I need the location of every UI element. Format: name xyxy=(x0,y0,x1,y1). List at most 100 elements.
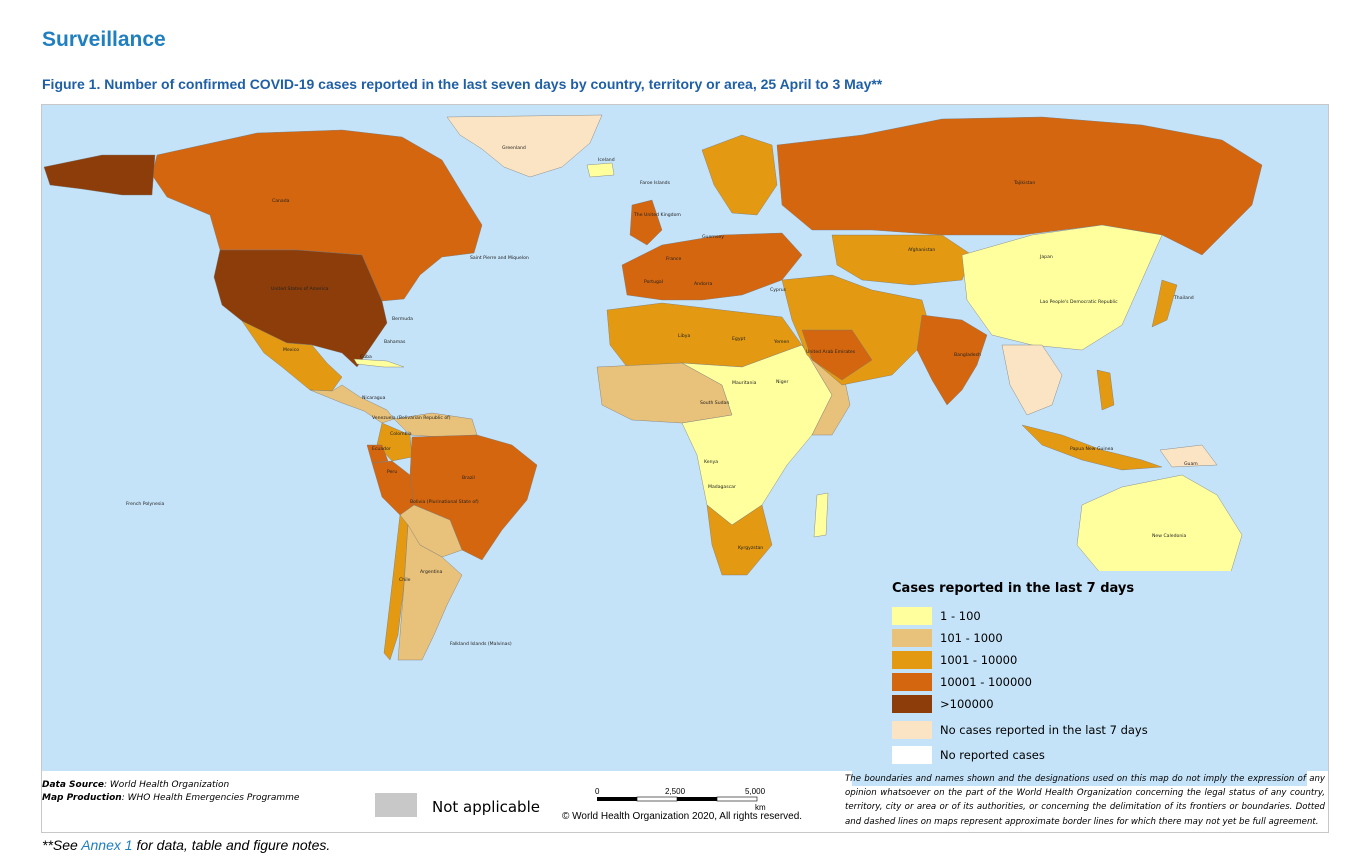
footnote: **See Annex 1 for data, table and figure… xyxy=(42,837,330,853)
region-japan xyxy=(1151,279,1178,328)
not-applicable-label: Not applicable xyxy=(432,798,540,816)
not-applicable-swatch xyxy=(375,793,417,817)
legend-title: Cases reported in the last 7 days xyxy=(892,581,1135,596)
map-label: Niger xyxy=(776,379,788,385)
map-label: Ecuador xyxy=(372,446,391,452)
map-label: Argentina xyxy=(420,569,443,575)
map-credits: Data Source: World Health Organization M… xyxy=(42,779,299,805)
map-label: Brazil xyxy=(462,475,475,481)
footnote-suffix: for data, table and figure notes. xyxy=(132,837,331,853)
scale-tick-label: 0 xyxy=(595,787,600,796)
map-production-label: Map Production xyxy=(42,793,122,803)
map-label: Kyrgyzstan xyxy=(738,545,763,551)
legend-swatch xyxy=(892,651,932,669)
map-label: Peru xyxy=(387,469,397,475)
scale-segment xyxy=(597,797,637,801)
map-label: Greenland xyxy=(502,145,526,151)
map-label: Mexico xyxy=(283,347,299,353)
map-label: Nicaragua xyxy=(362,395,386,401)
legend-swatch xyxy=(892,721,932,739)
map-label: Japan xyxy=(1039,254,1053,260)
scale-segment xyxy=(716,796,758,802)
legend-item: No cases reported in the last 7 days xyxy=(892,721,1148,739)
map-label: Bahamas xyxy=(384,339,406,345)
region-brazil xyxy=(409,434,538,561)
map-label: Lao People's Democratic Republic xyxy=(1040,299,1118,305)
legend-item: 1001 - 10000 xyxy=(892,651,1017,669)
legend: Cases reported in the last 7 days 1 - 10… xyxy=(852,571,1307,786)
map-label: New Caledonia xyxy=(1152,533,1187,539)
region-usa xyxy=(213,249,388,368)
map-label: South Sudan xyxy=(700,400,729,406)
region-philippines xyxy=(1096,369,1115,411)
map-label: Mauritania xyxy=(732,380,757,386)
map-label: Egypt xyxy=(732,336,745,342)
legend-item: >100000 xyxy=(892,695,994,713)
figure-title: Figure 1. Number of confirmed COVID-19 c… xyxy=(42,76,883,92)
map-label: Afghanistan xyxy=(908,247,935,253)
region-cuba xyxy=(353,358,405,368)
scale-tick-label: 5,000 xyxy=(745,787,766,796)
region-png xyxy=(1159,444,1218,468)
map-label: Bolivia (Plurinational State of) xyxy=(410,499,479,505)
scale-segment xyxy=(677,797,717,801)
legend-item: No reported cases xyxy=(892,746,1045,764)
map-frame: Greenland Iceland Faroe Islands Canada U… xyxy=(41,104,1329,833)
region-southern-africa xyxy=(706,504,773,576)
region-iceland xyxy=(586,162,615,178)
copyright: © World Health Organization 2020, All ri… xyxy=(562,811,803,822)
map-label: Thailand xyxy=(1173,295,1194,301)
legend-label: No cases reported in the last 7 days xyxy=(940,723,1148,737)
map-label: France xyxy=(666,256,681,262)
region-south-asia xyxy=(916,314,988,406)
map-label: Bangladesh xyxy=(954,352,981,358)
map-label: Kenya xyxy=(704,459,718,465)
legend-item: 10001 - 100000 xyxy=(892,673,1032,691)
map-label: Guernsey xyxy=(702,234,724,240)
region-mexico xyxy=(241,320,343,392)
disclaimer: The boundaries and names shown and the d… xyxy=(845,774,1325,827)
map-label: Canada xyxy=(272,198,290,204)
map-label: Papua New Guinea xyxy=(1070,446,1113,452)
map-label: Chile xyxy=(399,577,411,583)
legend-label: 1 - 100 xyxy=(940,609,981,623)
data-source-value: : World Health Organization xyxy=(104,780,230,790)
region-china-mongolia xyxy=(961,224,1163,351)
legend-label: >100000 xyxy=(940,697,994,711)
region-central-america xyxy=(309,384,395,424)
map-label: United Arab Emirates xyxy=(806,349,856,355)
map-label: Andorra xyxy=(694,281,712,287)
region-kazakhstan xyxy=(831,234,973,286)
map-label: Venezuela (Bolivarian Republic of) xyxy=(372,415,451,421)
region-greenland xyxy=(446,114,603,178)
region-russia xyxy=(776,116,1263,256)
legend-item: 1 - 100 xyxy=(892,607,981,625)
legend-swatch xyxy=(892,607,932,625)
legend-swatch xyxy=(892,673,932,691)
legend-label: No reported cases xyxy=(940,748,1045,762)
map-label: Faroe Islands xyxy=(640,180,671,186)
region-uk-ireland xyxy=(629,199,663,246)
scale-segment xyxy=(636,796,678,802)
map-label: Iceland xyxy=(598,157,615,163)
map-production-value: : WHO Health Emergencies Programme xyxy=(121,793,300,803)
region-saudi-arabia xyxy=(801,329,873,381)
map-label: United States of America xyxy=(271,286,329,292)
legend-item: 101 - 1000 xyxy=(892,629,1003,647)
scale-tick-label: 2,500 xyxy=(665,787,686,796)
region-argentina xyxy=(397,524,463,661)
legend-label: 1001 - 10000 xyxy=(940,653,1018,667)
annex-link[interactable]: Annex 1 xyxy=(81,837,133,853)
region-madagascar xyxy=(813,492,829,538)
map-label: Libya xyxy=(678,333,690,339)
legend-label: 101 - 1000 xyxy=(940,631,1003,645)
map-label: Saint Pierre and Miquelon xyxy=(470,255,529,261)
legend-label: 10001 - 100000 xyxy=(940,675,1032,689)
map-label: Guam xyxy=(1184,461,1198,467)
map-label: French Polynesia xyxy=(126,501,165,507)
map-label: Yemen xyxy=(773,339,789,345)
region-colombia xyxy=(376,422,413,462)
map-label: Falkland Islands (Malvinas) xyxy=(450,641,512,647)
map-label: Cuba xyxy=(360,354,372,360)
region-canada xyxy=(151,129,483,302)
